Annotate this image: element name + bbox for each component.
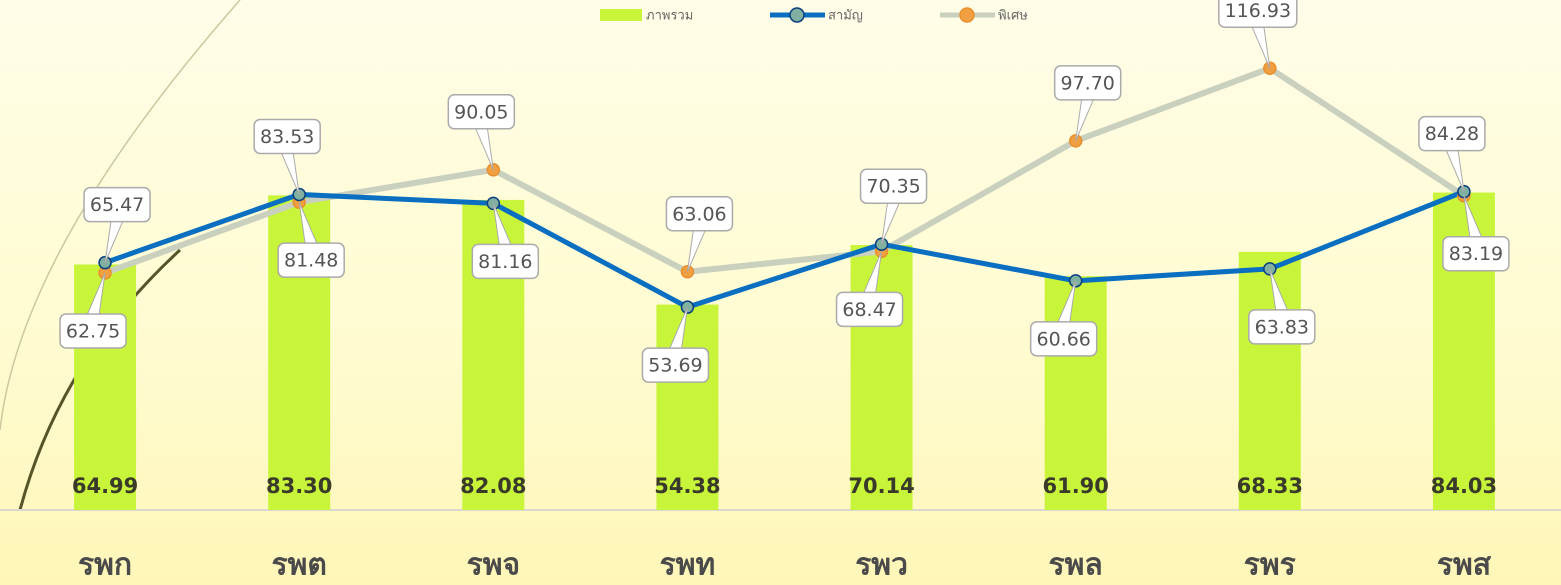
data-label: 65.47 <box>90 194 144 216</box>
bar-label: 68.33 <box>1237 474 1303 498</box>
data-label: 90.05 <box>454 101 508 123</box>
data-label: 63.83 <box>1255 316 1309 338</box>
data-label: 53.69 <box>648 355 702 377</box>
bar-label: 64.99 <box>72 474 138 498</box>
legend-swatch <box>600 9 642 21</box>
callout-box <box>83 186 151 223</box>
legend-label: ภาพรวม <box>646 9 693 24</box>
callout-pointer <box>1251 25 1271 69</box>
bar <box>850 245 913 510</box>
x-tick-label: รพล <box>1049 548 1103 583</box>
legend-marker <box>789 7 805 23</box>
callout-box <box>277 242 345 278</box>
callout-box <box>253 118 321 155</box>
bar-label: 54.38 <box>654 474 720 498</box>
bar-label: 82.08 <box>460 474 526 498</box>
x-tick-label: รพว <box>855 548 908 583</box>
x-tick-label: รพต <box>272 548 327 583</box>
legend-label: พิเศษ <box>998 9 1028 24</box>
data-label: 68.47 <box>842 299 896 321</box>
data-label: 81.48 <box>284 250 338 272</box>
legend-marker <box>959 7 975 23</box>
data-label: 70.35 <box>866 176 920 198</box>
callout-pointer <box>280 151 300 195</box>
bar-label: 70.14 <box>848 474 914 498</box>
x-tick-label: รพร <box>1244 548 1296 583</box>
line <box>104 189 1465 310</box>
bar-label: 84.03 <box>1431 474 1497 498</box>
callout-box <box>1442 235 1510 272</box>
decoration <box>0 0 241 431</box>
callout-box <box>835 291 904 328</box>
bar <box>74 264 137 510</box>
callout-pointer <box>686 229 707 272</box>
callout-pointer <box>474 127 494 171</box>
callout-box <box>1418 115 1486 152</box>
data-label: 62.75 <box>66 320 120 342</box>
data-label: 83.19 <box>1449 243 1503 265</box>
callout-box <box>471 243 540 280</box>
x-tick-label: รพท <box>660 548 716 583</box>
x-tick-label: รพส <box>1437 548 1492 583</box>
legend-label: สามัญ <box>828 9 863 24</box>
callout-box <box>1248 309 1316 345</box>
callout-box <box>641 347 710 383</box>
bar-label: 61.90 <box>1042 474 1108 498</box>
callout-box <box>1053 65 1122 101</box>
data-label: 97.70 <box>1060 72 1114 94</box>
data-label: 83.53 <box>260 126 314 148</box>
bar <box>656 304 719 510</box>
callout-pointer <box>881 201 901 245</box>
callout-box <box>859 168 928 204</box>
callout-box <box>1029 321 1098 357</box>
x-tick-label: รพจ <box>467 548 520 583</box>
x-tick-label: รพก <box>78 548 132 583</box>
callout-box <box>665 196 734 232</box>
bar <box>1044 276 1107 510</box>
bar-label: 83.30 <box>266 474 332 498</box>
data-label: 116.93 <box>1225 0 1291 22</box>
callout-box <box>59 313 127 349</box>
bar <box>1238 251 1301 510</box>
callout-box <box>1218 0 1298 29</box>
data-label: 84.28 <box>1425 123 1479 145</box>
callout-box <box>447 94 516 130</box>
data-label: 60.66 <box>1036 328 1090 350</box>
data-label: 63.06 <box>672 203 726 225</box>
data-label: 81.16 <box>478 251 532 273</box>
